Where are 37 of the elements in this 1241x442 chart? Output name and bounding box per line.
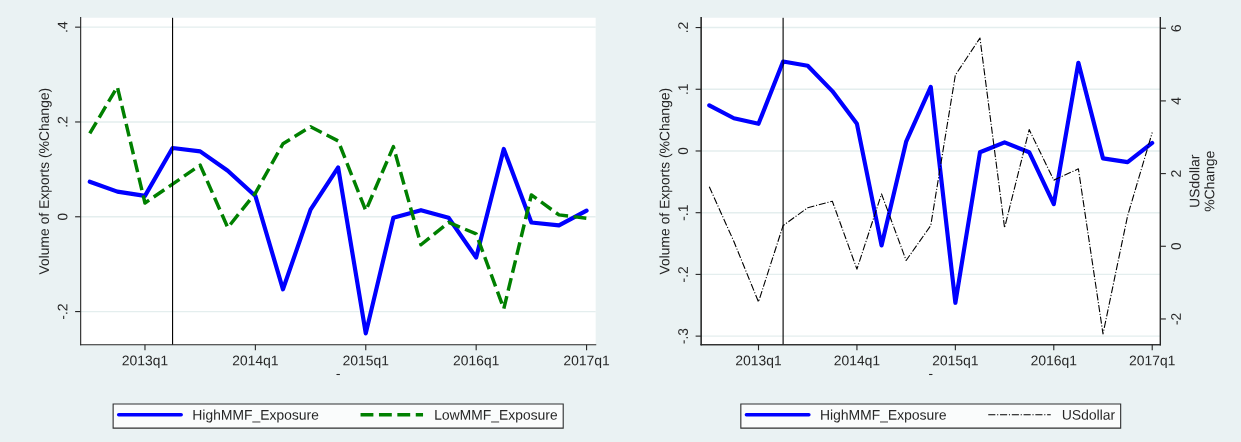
y-tick-label: -.3 (678, 328, 688, 344)
y-tick-label: 0 (678, 147, 688, 155)
y-axis-title: Volume of Exports (%Change) (38, 88, 52, 275)
x-tick-label: 2017q1 (564, 355, 610, 369)
y-tick-label: .2 (678, 22, 688, 33)
y2-tick-label: -2 (1171, 313, 1181, 325)
y-tick-label: -.2 (678, 267, 688, 282)
y2-tick-label: 6 (1171, 24, 1181, 32)
x-axis-title: - (336, 373, 340, 376)
legend-label: LowMMF_Exposure (435, 410, 558, 423)
y2-tick-label: 0 (1171, 242, 1181, 250)
x-tick-label: 2014q1 (232, 355, 278, 369)
line-series (707, 59, 1155, 305)
legend-label: HighMMF_Exposure (821, 409, 946, 423)
legend-label: USdollar (1062, 409, 1115, 420)
x-tick-label: 2013q1 (736, 355, 781, 369)
y-tick-label: .1 (678, 84, 688, 94)
x-axis-title: - (929, 373, 933, 376)
x-tick-label: 2014q1 (834, 355, 880, 369)
y-tick-label: .2 (57, 116, 68, 127)
line-series (88, 85, 589, 311)
y-axis-title: Volume of Exports (%Change) (659, 88, 673, 275)
x-tick-label: 2013q1 (122, 355, 168, 369)
y2-axis-title: USdollar %Change (1189, 151, 1218, 212)
line-series (87, 145, 589, 336)
y-tick-label: .4 (57, 21, 68, 32)
y2-tick-label: 4 (1171, 97, 1181, 105)
legend-label: HighMMF_Exposure (193, 409, 319, 423)
y-tick-label: -.2 (57, 304, 68, 320)
x-tick-label: 2016q1 (453, 355, 499, 369)
x-tick-label: 2015q1 (932, 355, 978, 369)
y-tick-label: -.1 (678, 205, 688, 221)
x-tick-label: 2017q1 (1129, 355, 1175, 369)
y2-tick-label: 2 (1171, 170, 1181, 177)
y-tick-label: 0 (57, 213, 68, 221)
x-tick-label: 2015q1 (343, 355, 389, 369)
x-tick-label: 2016q1 (1031, 355, 1077, 369)
